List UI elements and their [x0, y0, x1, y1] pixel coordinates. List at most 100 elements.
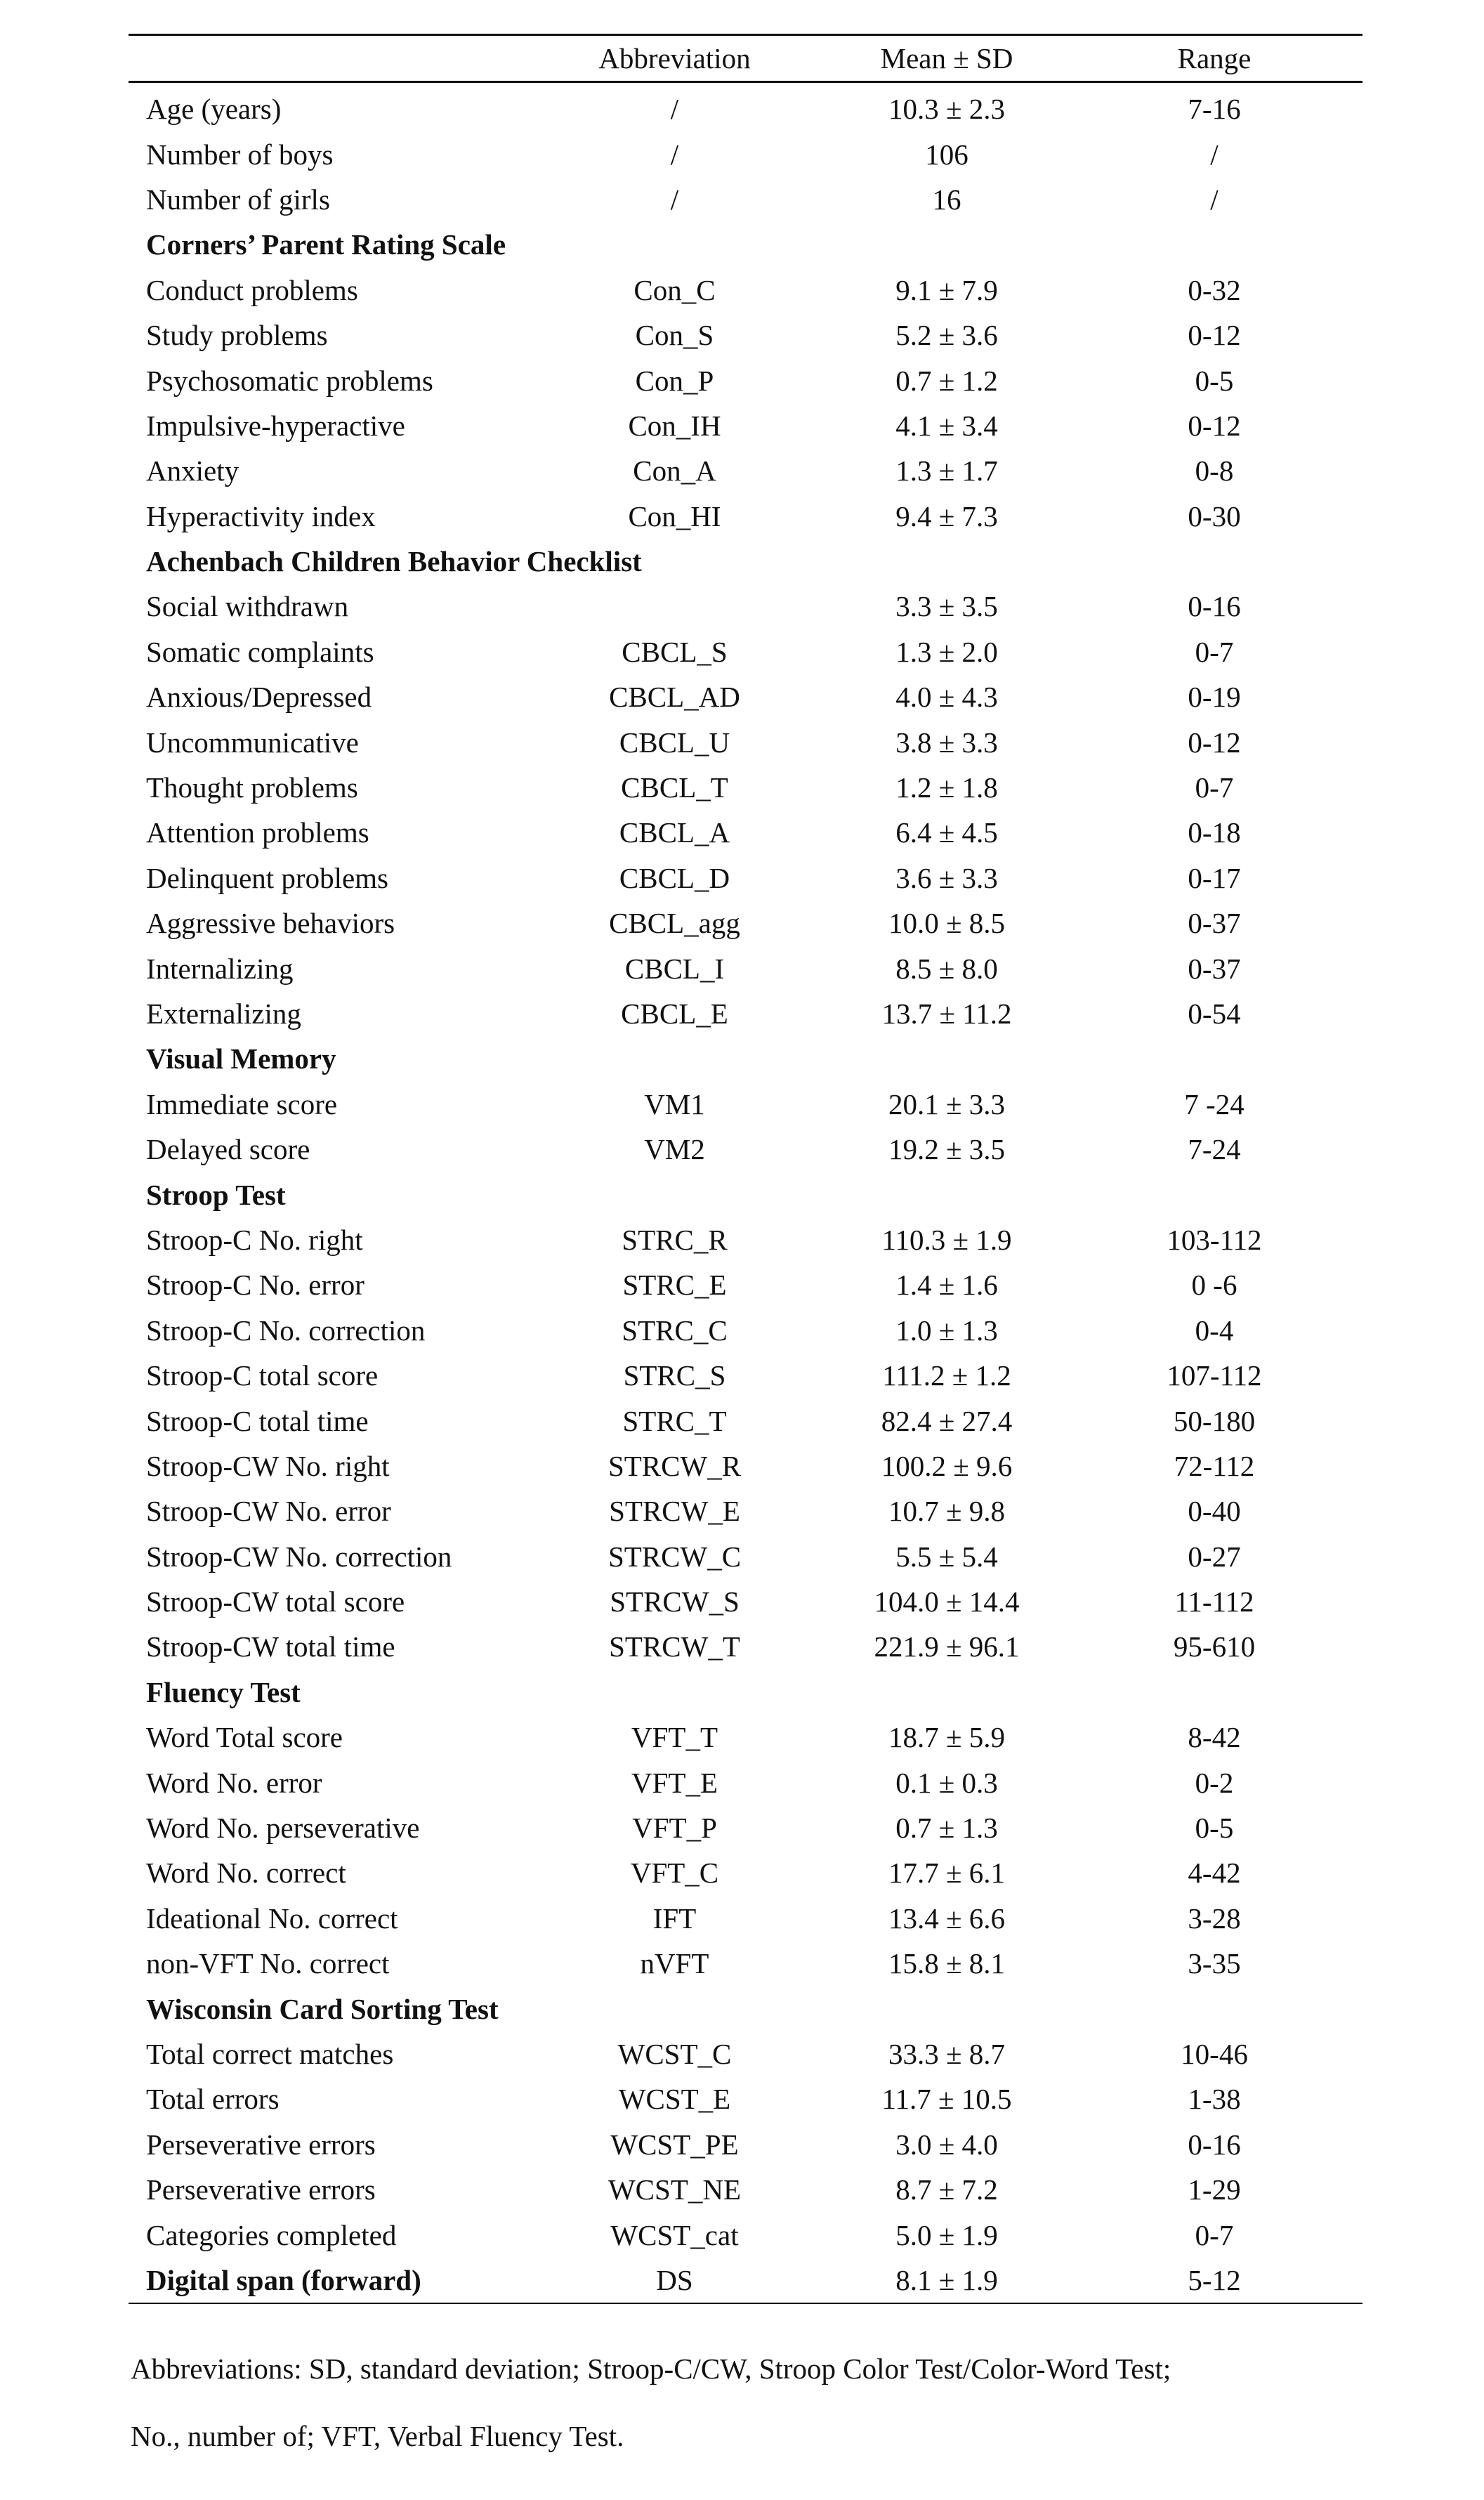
row-range: 0-19: [1188, 681, 1241, 714]
row-label: Anxious/Depressed: [146, 681, 372, 714]
row-mean-sd: 13.4 ± 6.6: [888, 1902, 1005, 1935]
row-mean-sd: 0.7 ± 1.3: [895, 1812, 998, 1845]
row-label: Stroop-C No. correction: [146, 1314, 426, 1347]
row-label: Conduct problems: [146, 273, 358, 306]
row-abbreviation: VM1: [644, 1087, 705, 1120]
row-abbreviation: STRC_E: [622, 1269, 727, 1302]
row-range: /: [1210, 138, 1219, 171]
table-row: Stroop-C total time STRC_T 82.4 ± 27.4 50-1…: [129, 1398, 1362, 1443]
row-range: 72-112: [1174, 1449, 1255, 1482]
row-mean-sd: 221.9 ± 96.1: [874, 1630, 1020, 1663]
section-row: Visual Memory: [129, 1036, 1362, 1081]
row-mean-sd: 1.4 ± 1.6: [895, 1269, 998, 1302]
row-label: Study problems: [146, 319, 328, 352]
row-abbreviation: VFT_T: [631, 1721, 718, 1754]
row-range: 0-27: [1188, 1540, 1241, 1573]
row-range: 0-7: [1195, 771, 1234, 804]
table-row: Somatic complaints CBCL_S 1.3 ± 2.0 0-7: [129, 629, 1362, 674]
row-label: Thought problems: [146, 771, 358, 804]
row-range: 7 -24: [1184, 1087, 1245, 1120]
row-abbreviation: STRCW_R: [608, 1449, 742, 1482]
table-row: Delayed score VM2 19.2 ± 3.5 7-24: [129, 1127, 1362, 1172]
row-range: 0-16: [1188, 2128, 1241, 2161]
table-row: Number of girls / 16 /: [129, 177, 1362, 222]
row-mean-sd: 111.2 ± 1.2: [882, 1359, 1011, 1392]
row-mean-sd: 9.1 ± 7.9: [895, 273, 998, 306]
row-range: 7-24: [1188, 1133, 1241, 1166]
row-label: Immediate score: [146, 1087, 338, 1120]
row-label: Corners’ Parent Rating Scale: [146, 228, 506, 261]
table-row: Thought problems CBCL_T 1.2 ± 1.8 0-7: [129, 765, 1362, 810]
section-row: Wisconsin Card Sorting Test: [129, 1986, 1362, 2031]
row-abbreviation: WCST_cat: [610, 2218, 739, 2251]
row-label: Total correct matches: [146, 2037, 394, 2070]
row-range: 0-5: [1195, 364, 1234, 397]
row-abbreviation: CBCL_I: [624, 952, 725, 985]
table-row: Total errors WCST_E 11.7 ± 10.5 1-38: [129, 2076, 1362, 2121]
row-label: Externalizing: [146, 997, 301, 1030]
row-label: Word Total score: [146, 1721, 343, 1754]
header-rule: [129, 81, 1362, 83]
row-label: Somatic complaints: [146, 635, 374, 668]
row-abbreviation: CBCL_E: [621, 997, 728, 1030]
row-mean-sd: 8.5 ± 8.0: [895, 952, 998, 985]
row-label: Word No. error: [146, 1766, 322, 1799]
row-mean-sd: 16: [932, 183, 961, 216]
row-abbreviation: WCST_PE: [610, 2128, 739, 2161]
row-mean-sd: 11.7 ± 10.5: [881, 2083, 1012, 2116]
row-range: 0-7: [1195, 635, 1234, 668]
table-row: Anxious/Depressed CBCL_AD 4.0 ± 4.3 0-19: [129, 674, 1362, 719]
table-row: Internalizing CBCL_I 8.5 ± 8.0 0-37: [129, 945, 1362, 990]
row-range: 0-12: [1188, 726, 1241, 759]
header-row: Abbreviation Mean ± SD Range: [129, 36, 1362, 81]
row-mean-sd: 19.2 ± 3.5: [888, 1133, 1005, 1166]
row-abbreviation: Con_C: [633, 273, 716, 306]
row-label: Age (years): [146, 93, 282, 126]
row-abbreviation: STRCW_C: [608, 1540, 742, 1573]
row-range: 0-40: [1188, 1495, 1241, 1528]
table-row: Stroop-C total score STRC_S 111.2 ± 1.2 107…: [129, 1353, 1362, 1398]
section-row: Digital span (forward) DS 8.1 ± 1.9 5-12: [129, 2258, 1362, 2303]
row-mean-sd: 1.2 ± 1.8: [895, 771, 998, 804]
row-label: Wisconsin Card Sorting Test: [146, 1992, 499, 2025]
row-label: Word No. correct: [146, 1857, 346, 1890]
row-label: Perseverative errors: [146, 2173, 376, 2206]
row-mean-sd: 1.0 ± 1.3: [895, 1314, 998, 1347]
row-range: 107-112: [1167, 1359, 1262, 1392]
row-label: Hyperactivity index: [146, 499, 376, 532]
row-range: 50-180: [1173, 1404, 1256, 1437]
row-range: 0-30: [1188, 499, 1241, 532]
row-range: 0-37: [1188, 952, 1241, 985]
row-label: Achenbach Children Behavior Checklist: [146, 545, 642, 578]
row-mean-sd: 3.0 ± 4.0: [895, 2128, 998, 2161]
row-abbreviation: STRCW_T: [609, 1630, 740, 1663]
row-mean-sd: 20.1 ± 3.3: [888, 1087, 1005, 1120]
row-abbreviation: CBCL_AD: [609, 681, 740, 714]
row-range: 3-28: [1188, 1902, 1241, 1935]
row-range: 0-37: [1188, 907, 1241, 940]
row-abbreviation: DS: [656, 2263, 693, 2296]
row-range: 0-54: [1188, 997, 1241, 1030]
row-mean-sd: 17.7 ± 6.1: [888, 1857, 1005, 1890]
row-label: Uncommunicative: [146, 726, 359, 759]
row-mean-sd: 5.2 ± 3.6: [895, 319, 998, 352]
table-row: Word No. error VFT_E 0.1 ± 0.3 0-2: [129, 1760, 1362, 1805]
row-range: 0-12: [1188, 409, 1241, 442]
row-range: 3-35: [1188, 1947, 1241, 1980]
section-row: Fluency Test: [129, 1670, 1362, 1715]
row-range: 1-29: [1188, 2173, 1241, 2206]
row-abbreviation: Con_P: [635, 364, 714, 397]
table-row: Uncommunicative CBCL_U 3.8 ± 3.3 0-12: [129, 719, 1362, 764]
row-range: 1-38: [1188, 2083, 1241, 2116]
row-mean-sd: 10.7 ± 9.8: [888, 1495, 1005, 1528]
row-range: 0-12: [1188, 319, 1241, 352]
row-range: 11-112: [1174, 1585, 1254, 1618]
row-abbreviation: IFT: [652, 1902, 697, 1935]
row-label: Stroop-C total time: [146, 1404, 369, 1437]
table-row: Word No. correct VFT_C 17.7 ± 6.1 4-42: [129, 1850, 1362, 1895]
table-row: Anxiety Con_A 1.3 ± 1.7 0-8: [129, 448, 1362, 493]
table-row: Stroop-CW No. error STRCW_E 10.7 ± 9.8 0-40: [129, 1488, 1362, 1533]
row-label: Impulsive-hyperactive: [146, 409, 405, 442]
row-mean-sd: 6.4 ± 4.5: [895, 816, 998, 849]
row-range: 103-112: [1167, 1223, 1262, 1256]
